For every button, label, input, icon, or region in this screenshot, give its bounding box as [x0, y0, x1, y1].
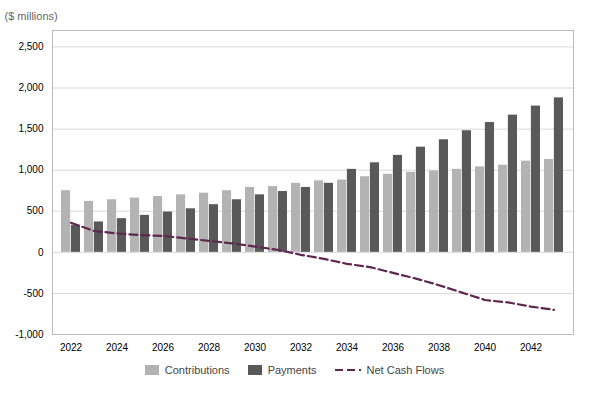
svg-text:2032: 2032	[290, 342, 313, 353]
svg-text:2034: 2034	[336, 342, 359, 353]
svg-text:1,500: 1,500	[18, 123, 43, 134]
svg-text:-1,000: -1,000	[15, 329, 44, 340]
svg-text:($ millions): ($ millions)	[5, 10, 58, 22]
svg-text:2026: 2026	[152, 342, 175, 353]
html-text:Net Cash Flows: Net Cash Flows	[366, 364, 445, 376]
svg-text:2024: 2024	[106, 342, 129, 353]
svg-text:2,000: 2,000	[18, 82, 43, 93]
svg-text:-500: -500	[23, 288, 43, 299]
svg-text:2036: 2036	[382, 342, 405, 353]
svg-text:2042: 2042	[520, 342, 543, 353]
svg-text:2022: 2022	[60, 342, 83, 353]
svg-text:2030: 2030	[244, 342, 267, 353]
html-text:Payments: Payments	[267, 364, 317, 376]
svg-text:2028: 2028	[198, 342, 221, 353]
html-text:Contributions: Contributions	[164, 364, 230, 376]
svg-text:2040: 2040	[474, 342, 497, 353]
svg-text:1,000: 1,000	[18, 164, 43, 175]
svg-text:0: 0	[38, 247, 44, 258]
svg-text:500: 500	[27, 205, 44, 216]
svg-text:2038: 2038	[428, 342, 451, 353]
svg-text:2,500: 2,500	[18, 41, 43, 52]
